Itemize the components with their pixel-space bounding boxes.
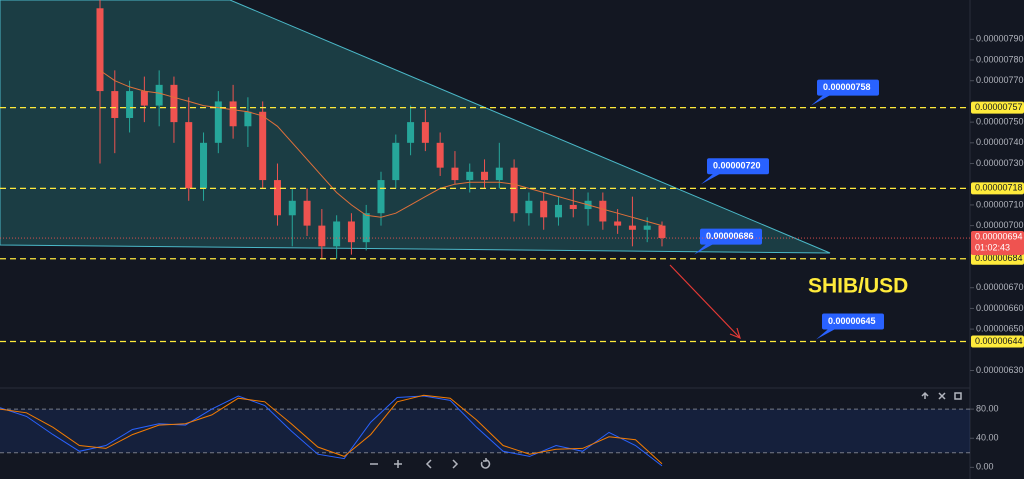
candle-body bbox=[569, 204, 577, 210]
moving-average bbox=[99, 69, 663, 227]
candle-body bbox=[510, 167, 518, 214]
candle-body bbox=[392, 142, 400, 181]
candle-body bbox=[288, 200, 296, 216]
level-label-box bbox=[971, 182, 1024, 195]
arrow-head bbox=[729, 327, 741, 340]
candle-body bbox=[658, 225, 666, 239]
candle-body bbox=[229, 101, 237, 127]
candle-body bbox=[111, 91, 119, 118]
pane-up[interactable] bbox=[921, 391, 929, 399]
callout-box bbox=[707, 158, 769, 175]
callout-pointer bbox=[811, 93, 833, 106]
level-label: 0.00000644 bbox=[975, 336, 1023, 346]
candle-body bbox=[362, 213, 370, 243]
candle-body bbox=[599, 200, 607, 222]
candle-body bbox=[451, 167, 459, 181]
zoom-in[interactable] bbox=[394, 460, 402, 468]
level-label: 0.00000718 bbox=[975, 183, 1023, 193]
y-tick-label: 0.00000660 bbox=[976, 303, 1024, 313]
candle-body bbox=[126, 91, 134, 118]
candle-body bbox=[200, 142, 208, 189]
reset[interactable] bbox=[480, 458, 491, 469]
candle-body bbox=[96, 8, 104, 92]
candle-body bbox=[185, 122, 193, 189]
candle-body bbox=[554, 204, 562, 218]
y-tick-label: 0.00000770 bbox=[976, 75, 1024, 85]
candle-body bbox=[614, 221, 622, 226]
arrow bbox=[669, 264, 741, 339]
callout-pointer bbox=[816, 327, 838, 340]
osc-tick-label: 40.00 bbox=[976, 433, 999, 443]
triangle-pattern bbox=[0, 0, 831, 254]
candle-body bbox=[421, 122, 429, 143]
y-tick-label: 0.00000750 bbox=[976, 116, 1024, 126]
candle-body bbox=[170, 84, 178, 123]
callout-box bbox=[822, 313, 884, 330]
scroll-right[interactable] bbox=[452, 459, 459, 469]
level-label-box bbox=[971, 101, 1024, 114]
y-tick-label: 0.00000730 bbox=[976, 158, 1024, 168]
candle-body bbox=[377, 180, 385, 214]
osc-tick-label: 80.00 bbox=[976, 403, 999, 413]
scroll-left[interactable] bbox=[425, 459, 432, 469]
candle-body bbox=[407, 122, 415, 143]
callout-label: 0.00000686 bbox=[706, 231, 754, 241]
candle-body bbox=[643, 225, 651, 230]
callout-label: 0.00000720 bbox=[713, 161, 761, 171]
candle-body bbox=[347, 221, 355, 243]
level-label-box bbox=[971, 252, 1024, 265]
y-tick-label: 0.00000780 bbox=[976, 54, 1024, 64]
candle-body bbox=[140, 91, 148, 106]
level-label: 0.00000684 bbox=[975, 253, 1023, 263]
y-tick-label: 0.00000650 bbox=[976, 323, 1024, 333]
candle-body bbox=[273, 180, 281, 216]
oscillator-band bbox=[0, 409, 970, 453]
candle-body bbox=[628, 225, 636, 230]
level-label: 0.00000757 bbox=[975, 102, 1023, 112]
y-tick-label: 0.00000710 bbox=[976, 199, 1024, 209]
y-tick-label: 0.00000740 bbox=[976, 137, 1024, 147]
candle-body bbox=[303, 200, 311, 226]
y-tick-label: 0.00000630 bbox=[976, 365, 1024, 375]
candle-body bbox=[333, 221, 341, 247]
candle-body bbox=[495, 167, 503, 181]
callout-pointer bbox=[694, 242, 716, 255]
last-price-box bbox=[971, 231, 1024, 256]
candle-body bbox=[214, 101, 222, 143]
callout-box bbox=[817, 79, 879, 96]
callout-pointer bbox=[701, 172, 723, 185]
y-tick-label: 0.00000670 bbox=[976, 282, 1024, 292]
candle-body bbox=[525, 200, 533, 214]
candle-body bbox=[318, 225, 326, 247]
candle-body bbox=[466, 171, 474, 181]
candle-body bbox=[259, 111, 267, 181]
callout-label: 0.00000758 bbox=[823, 82, 871, 92]
pane-maximize[interactable] bbox=[954, 392, 962, 400]
level-label-box bbox=[971, 335, 1024, 348]
y-tick-label: 0.00000790 bbox=[976, 34, 1024, 44]
candle-body bbox=[155, 84, 163, 106]
toolbar bbox=[370, 391, 962, 469]
oscillator-line bbox=[0, 395, 663, 467]
y-tick-label: 0.00000700 bbox=[976, 220, 1024, 230]
pane-close[interactable] bbox=[938, 392, 946, 400]
chart-title: SHIB/USD bbox=[808, 275, 908, 298]
candle-body bbox=[436, 142, 444, 168]
last-price-label: 0.00000694 bbox=[975, 231, 1023, 241]
candle-body bbox=[540, 200, 548, 218]
callout-box bbox=[700, 228, 762, 245]
callout-label: 0.00000645 bbox=[828, 316, 876, 326]
osc-tick-label: 0.00 bbox=[976, 462, 994, 472]
candle-body bbox=[244, 111, 252, 127]
countdown: 01:02:43 bbox=[975, 242, 1010, 252]
oscillator-line bbox=[0, 394, 663, 465]
candle-body bbox=[481, 171, 489, 181]
